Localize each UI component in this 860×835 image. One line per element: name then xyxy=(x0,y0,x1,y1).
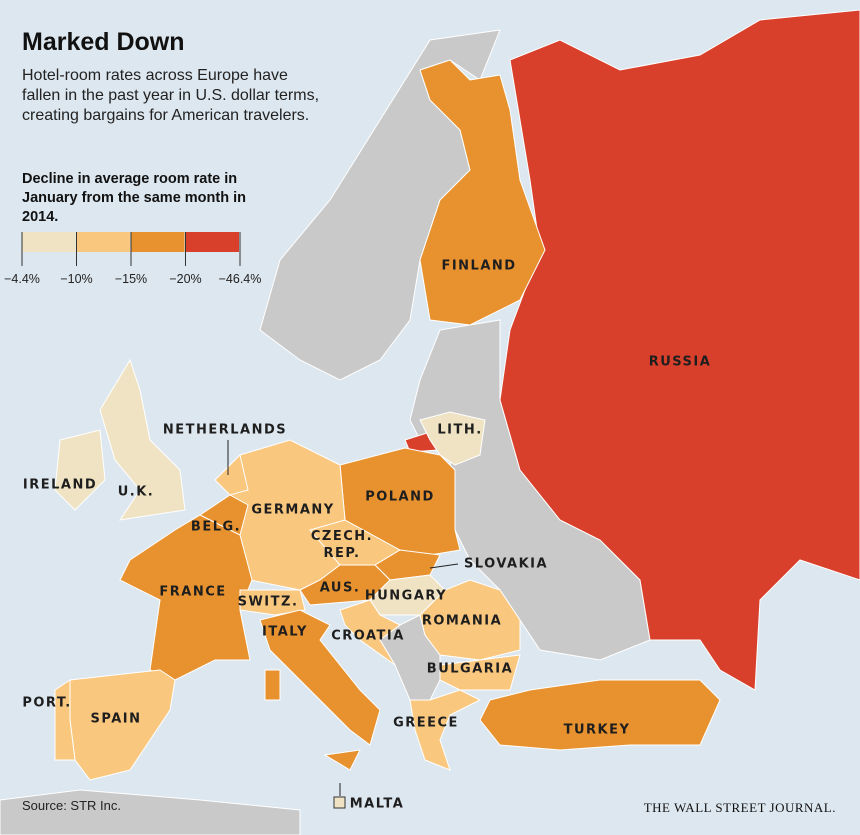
country-label: SPAIN xyxy=(90,711,142,727)
country-shape xyxy=(54,429,106,511)
country-shape xyxy=(323,749,361,771)
country-label: BULGARIA xyxy=(426,661,514,677)
legend-swatch xyxy=(76,232,130,252)
legend-swatch xyxy=(131,232,185,252)
country-label: CROATIA xyxy=(331,628,405,644)
country-shape xyxy=(419,411,486,466)
country-shape xyxy=(214,454,249,496)
country-shape xyxy=(339,599,401,666)
country-label: BELG. xyxy=(190,519,242,535)
legend-swatch xyxy=(22,232,76,252)
country-shape xyxy=(119,514,253,681)
country-label: MALTA xyxy=(349,796,405,812)
legend-tick-label: −46.4% xyxy=(218,272,262,286)
country-label: RUSSIA xyxy=(648,354,712,370)
country-label: IRELAND xyxy=(22,477,98,493)
country-label: FRANCE xyxy=(159,584,227,600)
publisher: THE WALL STREET JOURNAL. xyxy=(643,800,836,815)
title: Marked Down xyxy=(22,28,185,56)
country-label: HUNGARY xyxy=(364,588,448,604)
country-shape xyxy=(299,564,391,606)
country-shape xyxy=(409,689,482,771)
leader-line xyxy=(429,563,459,569)
legend-tick-label: −10% xyxy=(60,272,93,286)
country-shape xyxy=(479,679,721,751)
country-shape xyxy=(259,609,381,746)
north-africa xyxy=(0,789,301,835)
country-label: U.K. xyxy=(117,484,155,500)
country-label: POLAND xyxy=(365,489,435,505)
legend-tick-label: −20% xyxy=(169,272,202,286)
country-label: GERMANY xyxy=(251,502,335,518)
country-shape xyxy=(419,579,521,661)
leader-lines xyxy=(227,440,459,796)
country-label: TURKEY xyxy=(563,722,631,738)
country-label: NETHERLANDS xyxy=(162,422,288,438)
country-label: ROMANIA xyxy=(421,613,503,629)
country-shape xyxy=(264,669,281,701)
country-label: FINLAND xyxy=(441,258,517,274)
country-label: SLOVAKIA xyxy=(463,556,549,572)
country-label: LITH. xyxy=(437,422,483,438)
country-shape xyxy=(499,9,860,691)
legend xyxy=(21,232,241,266)
country-shape xyxy=(419,59,546,326)
legend-title: Decline in average room rate in January … xyxy=(22,171,246,225)
background-land xyxy=(0,29,651,835)
subtitle: Hotel-room rates across Europe have fall… xyxy=(22,67,320,124)
legend-tick-label: −4.4% xyxy=(4,272,40,286)
source: Source: STR Inc. xyxy=(22,798,121,813)
country-label: ITALY xyxy=(262,624,308,640)
country-label: GREECE xyxy=(393,715,459,731)
country-label: PORT. xyxy=(22,695,72,711)
country-shape xyxy=(439,654,521,691)
country-shape xyxy=(54,679,76,761)
country-label: SWITZ. xyxy=(237,594,299,610)
country-label: CZECH. REP. xyxy=(310,529,374,561)
country-label: AUS. xyxy=(319,580,361,596)
country-shape xyxy=(99,358,186,521)
legend-swatch xyxy=(185,232,239,252)
country-shape xyxy=(333,796,346,809)
legend-tick-label: −15% xyxy=(114,272,148,286)
